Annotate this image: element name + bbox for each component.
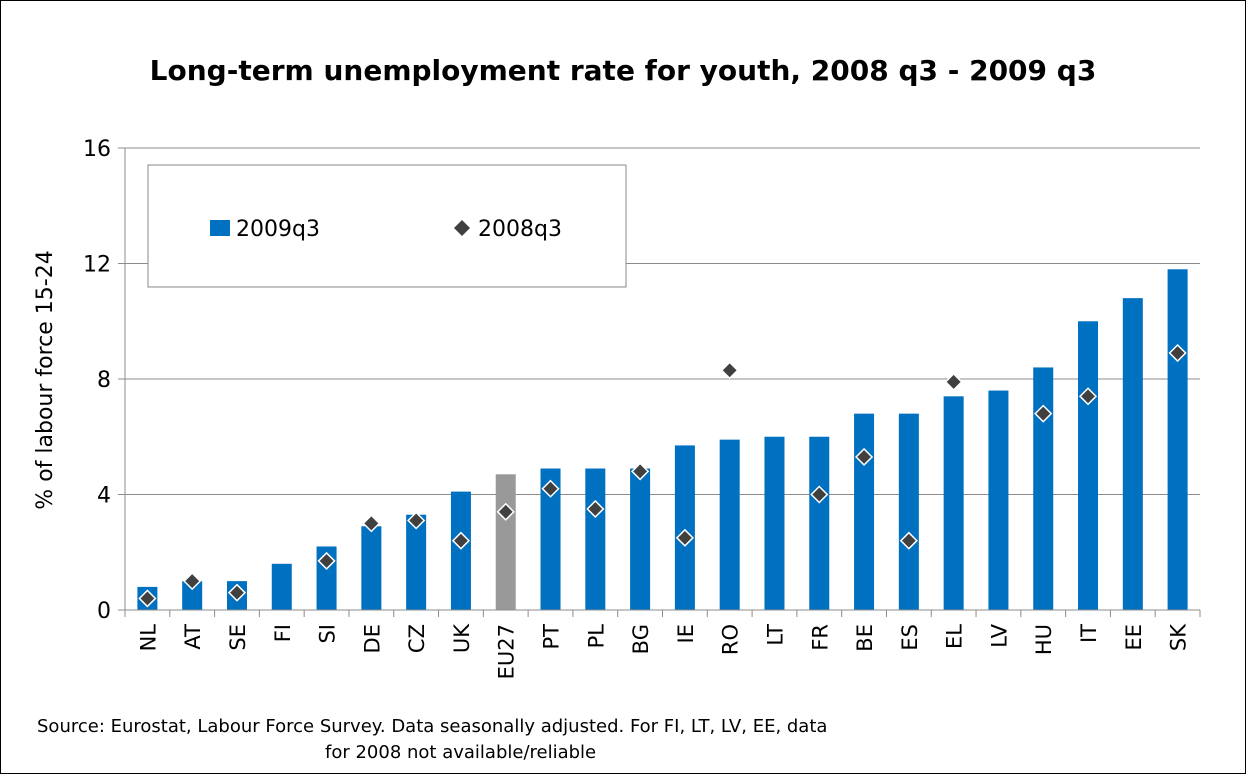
- x-tick-label-IT: IT: [1077, 624, 1101, 643]
- bar-DE: [361, 526, 382, 610]
- bar-CZ: [406, 514, 427, 610]
- x-tick-label-SK: SK: [1167, 623, 1191, 651]
- bar-LV: [988, 390, 1009, 610]
- x-tick-label-EL: EL: [943, 624, 967, 649]
- bar-PT: [540, 468, 561, 610]
- legend-swatch-2009q3: [210, 220, 230, 236]
- x-tick-label-BE: BE: [853, 624, 877, 652]
- marker-EU27: [496, 502, 515, 521]
- bar-EU27: [495, 474, 516, 610]
- marker-PL: [586, 499, 605, 518]
- marker-UK: [451, 531, 470, 550]
- x-tick-label-NL: NL: [136, 624, 160, 652]
- bar-BE: [854, 413, 875, 610]
- marker-BG: [631, 462, 650, 481]
- legend-label-2008q3: 2008q3: [478, 217, 562, 242]
- bar-IT: [1078, 321, 1099, 610]
- x-tick-label-SI: SI: [316, 624, 340, 644]
- legend-label-2009q3: 2009q3: [236, 217, 320, 242]
- marker-AT: [183, 572, 202, 591]
- bar-AT: [182, 581, 203, 610]
- y-tick-label-8: 8: [97, 368, 111, 393]
- x-tick-label-PL: PL: [584, 624, 608, 649]
- marker-NL: [138, 589, 157, 608]
- marker-HU: [1034, 404, 1053, 423]
- x-tick-label-FR: FR: [808, 624, 832, 651]
- marker-RO: [720, 361, 739, 380]
- marker-PT: [541, 479, 560, 498]
- bar-HU: [1033, 367, 1054, 610]
- x-tick-label-SE: SE: [226, 624, 250, 651]
- marker-EL: [944, 372, 963, 391]
- bar-UK: [450, 491, 471, 610]
- bar-FR: [809, 436, 830, 610]
- source-note: Source: Eurostat, Labour Force Survey. D…: [37, 714, 1037, 766]
- chart-title: Long-term unemployment rate for youth, 2…: [150, 54, 1097, 87]
- marker-SI: [317, 551, 336, 570]
- y-tick-label-16: 16: [83, 137, 111, 162]
- x-tick-label-ES: ES: [898, 624, 922, 651]
- legend: 2009q3 2008q3: [147, 164, 627, 288]
- x-tick-label-DE: DE: [360, 624, 384, 653]
- marker-FR: [810, 485, 829, 504]
- x-tick-label-EE: EE: [1122, 624, 1146, 651]
- y-ticks: 0 4 8 12 16: [83, 137, 125, 624]
- source-line-2: for 2008 not available/reliable: [325, 742, 597, 763]
- marker-DE: [362, 514, 381, 533]
- x-tick-label-LV: LV: [987, 623, 1011, 647]
- bar-ES: [898, 413, 919, 610]
- x-tick-label-EU27: EU27: [495, 624, 519, 679]
- x-tick-label-BG: BG: [629, 624, 653, 654]
- x-tick-label-CZ: CZ: [405, 624, 429, 653]
- bar-LT: [764, 436, 785, 610]
- bar-BG: [630, 468, 651, 610]
- bar-RO: [719, 439, 740, 610]
- x-tick-label-AT: AT: [181, 624, 205, 650]
- x-tick-label-RO: RO: [719, 624, 743, 655]
- x-tick-label-IE: IE: [674, 624, 698, 643]
- y-axis-label: % of labour force 15-24: [33, 250, 58, 509]
- bar-EL: [943, 396, 964, 610]
- bar-FI: [271, 563, 292, 610]
- x-ticks: NL AT SE FI SI DE CZ UK EU27 PT PL BG IE RO LT FR BE ES EL…: [124, 610, 1201, 679]
- bar-PL: [585, 468, 606, 610]
- marker-IT: [1078, 387, 1098, 406]
- x-tick-label-PT: PT: [540, 624, 564, 650]
- y-tick-label-4: 4: [97, 484, 111, 509]
- marker-BE: [855, 447, 874, 467]
- bar-EE: [1122, 298, 1143, 610]
- x-tick-label-LT: LT: [763, 624, 787, 646]
- source-line-1: Source: Eurostat, Labour Force Survey. D…: [37, 716, 828, 737]
- marker-CZ: [407, 511, 426, 530]
- bar-SK: [1167, 269, 1188, 610]
- x-tick-label-UK: UK: [450, 623, 474, 653]
- legend-marker-2008q3: [454, 220, 470, 236]
- marker-IE: [675, 528, 694, 547]
- x-tick-label-FI: FI: [271, 624, 295, 642]
- marker-SE: [227, 583, 247, 602]
- marker-SK: [1168, 343, 1187, 363]
- marker-series: [138, 343, 1187, 608]
- marker-ES: [899, 531, 918, 550]
- bar-IE: [674, 445, 695, 610]
- y-tick-label-12: 12: [83, 253, 111, 278]
- y-tick-label-0: 0: [97, 599, 111, 624]
- x-tick-label-HU: HU: [1032, 624, 1056, 655]
